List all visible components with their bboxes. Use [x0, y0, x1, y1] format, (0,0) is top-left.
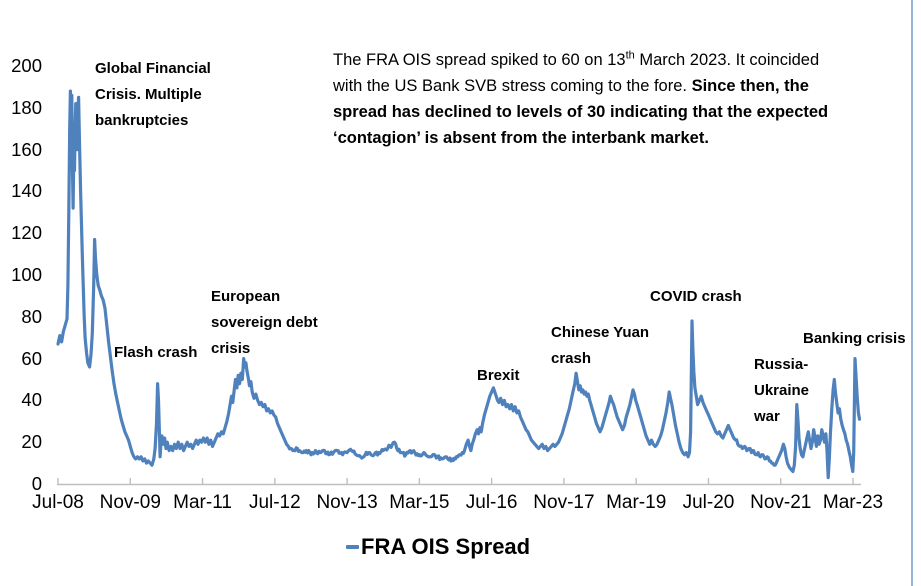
note-line-2: with the US Bank SVB stress coming to th… [333, 77, 809, 95]
annotation-russia: Russia- Ukraine war [754, 356, 810, 425]
y-tick-label: 0 [31, 473, 42, 494]
note-line-3: spread has declined to levels of 30 indi… [333, 103, 829, 121]
annotation-banking: Banking crisis [803, 330, 906, 347]
annotation-flash: Flash crash [114, 344, 198, 361]
x-tick-label: Nov-09 [99, 492, 161, 513]
x-tick-label: Jul-16 [465, 492, 518, 513]
legend-label: FRA OIS Spread [361, 534, 531, 559]
y-tick-label: 40 [21, 389, 42, 411]
x-tick-label: Jul-08 [32, 492, 84, 513]
annotation-chinese: Chinese Yuan crash [551, 324, 650, 367]
y-tick-label: 80 [21, 305, 42, 327]
legend: FRA OIS Spread [346, 533, 530, 561]
y-tick-label: 200 [11, 55, 42, 76]
superscript-th: th [625, 49, 635, 62]
note-line-1: The FRA OIS spread spiked to 60 on 13th … [333, 49, 820, 69]
x-tick-label: Jul-20 [682, 492, 735, 513]
x-tick-label: Mar-11 [173, 492, 232, 513]
note-line-4: ‘contagion’ is absent from the interbank… [333, 129, 709, 147]
annotation-european: European sovereign debt crisis [211, 288, 318, 357]
x-tick-label: Mar-23 [822, 492, 884, 513]
legend-line-marker [346, 545, 359, 549]
y-tick-label: 120 [11, 222, 42, 244]
annotation-global: Global Financial Crisis. Multiple bankru… [95, 60, 211, 129]
x-tick-label: Nov-17 [533, 492, 595, 513]
x-tick-label: Nov-13 [316, 492, 378, 513]
x-tick-label: Mar-19 [606, 492, 667, 513]
annotation-brexit: Brexit [477, 367, 520, 384]
x-tick-label: Nov-21 [750, 492, 812, 513]
y-tick-label: 140 [11, 180, 42, 202]
y-tick-label: 180 [11, 96, 42, 118]
fra-ois-spread-line [56, 89, 862, 480]
y-tick-label: 100 [11, 264, 42, 285]
y-tick-label: 160 [11, 138, 42, 160]
x-tick-label: Mar-15 [389, 492, 450, 513]
annotation-covid: COVID crash [650, 288, 742, 305]
y-tick-label: 20 [21, 431, 42, 453]
x-tick-label: Jul-12 [248, 492, 301, 513]
page-border-right [911, 0, 913, 586]
commentary-note: The FRA OIS spread spiked to 60 on 13th … [333, 47, 828, 151]
y-tick-label: 60 [21, 347, 42, 369]
x-axis-ticks [57, 478, 854, 485]
